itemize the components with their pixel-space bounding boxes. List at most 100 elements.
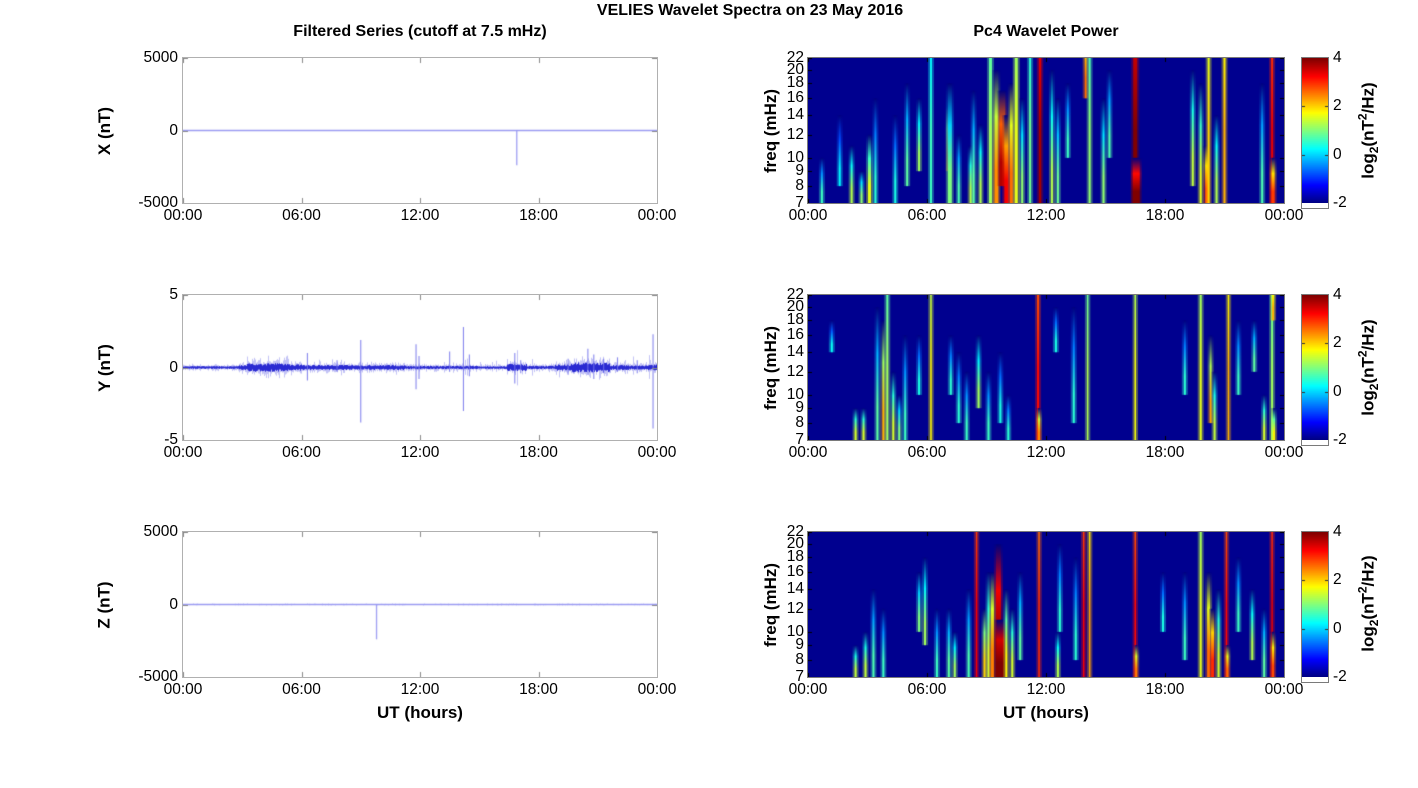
tick-label: 12 — [786, 362, 804, 380]
colorbar-row2 — [1301, 294, 1329, 446]
tick-label: 06:00 — [907, 681, 947, 698]
z-wavelet-spectrogram — [808, 532, 1284, 677]
tick-label: 20 — [786, 298, 804, 316]
left-column-title: Filtered Series (cutoff at 7.5 mHz) — [293, 23, 547, 40]
x-wavelet-spectrogram — [808, 58, 1284, 203]
tick-label: 16 — [786, 326, 804, 344]
tick-label: 0 — [169, 121, 178, 139]
y-axis-label-x: X (nT) — [95, 106, 114, 155]
tick-label: 5 — [169, 286, 178, 303]
tick-label: 0 — [169, 358, 178, 376]
tick-label: 5000 — [143, 523, 178, 540]
tick-label: 18:00 — [519, 681, 558, 698]
tick-label: 9 — [795, 399, 804, 417]
tick-label: 10 — [786, 385, 804, 403]
tick-label: 06:00 — [907, 207, 947, 224]
tick-label: 00:00 — [1264, 681, 1304, 698]
z-timeseries-plot — [183, 532, 657, 677]
tick-label: 12:00 — [1026, 681, 1066, 698]
tick-label: 7 — [795, 431, 804, 448]
tick-label: 12:00 — [400, 681, 440, 698]
tick-label: 4 — [1333, 523, 1342, 540]
tick-label: 0 — [169, 595, 178, 613]
tick-label: 18:00 — [1145, 444, 1185, 461]
tick-label: 12 — [786, 599, 804, 617]
tick-label: 00:00 — [1264, 207, 1304, 224]
colorbar-row1 — [1301, 57, 1329, 209]
tick-label: 4 — [1333, 286, 1342, 303]
y-tick-labels-z: 5000 0 -5000 — [118, 523, 178, 685]
ut-axis-label-left: UT (hours) — [377, 703, 463, 722]
tick-label: 14 — [786, 106, 804, 124]
freq-tick-labels-row2: 22 20 18 16 14 12 10 9 8 7 — [762, 286, 804, 448]
tick-label: -5 — [164, 431, 178, 448]
tick-label: 2 — [1333, 334, 1342, 352]
tick-label: 16 — [786, 89, 804, 107]
panel-z-timeseries — [182, 531, 658, 678]
tick-label: 00:00 — [788, 444, 828, 461]
tick-label: 00:00 — [163, 444, 203, 461]
tick-label: -2 — [1333, 668, 1347, 685]
tick-label: 18 — [786, 548, 804, 566]
freq-tick-labels-row1: 22 20 18 16 14 12 10 9 8 7 — [762, 49, 804, 211]
tick-label: 16 — [786, 563, 804, 581]
tick-label: 18:00 — [1145, 207, 1185, 224]
tick-label: 7 — [795, 668, 804, 685]
tick-label: 2 — [1333, 97, 1342, 115]
tick-label: 06:00 — [282, 444, 321, 461]
y-axis-label-y: Y (nT) — [95, 343, 115, 392]
tick-label: 10 — [786, 148, 804, 166]
tick-label: 00:00 — [788, 207, 828, 224]
tick-label: 0 — [1333, 145, 1342, 163]
y-timeseries-plot — [183, 295, 657, 440]
colorbar-tick-labels-row1: 4 2 0 -2 — [1333, 49, 1367, 211]
colorbar-tick-labels-row3: 4 2 0 -2 — [1333, 523, 1367, 685]
tick-label: 12:00 — [400, 207, 440, 224]
tick-label: 20 — [786, 535, 804, 553]
tick-label: 4 — [1333, 49, 1342, 66]
tick-label: 0 — [1333, 382, 1342, 400]
x-tick-labels-row3-right: 00:00 06:00 12:00 18:00 00:00 — [789, 681, 1304, 701]
freq-tick-labels-row3: 22 20 18 16 14 12 10 9 8 7 — [762, 523, 804, 685]
y-tick-labels-x: 5000 0 -5000 — [118, 49, 178, 211]
tick-label: 12:00 — [400, 444, 440, 461]
tick-label: 22 — [786, 49, 804, 66]
tick-label: 18 — [786, 74, 804, 92]
tick-label: 00:00 — [163, 207, 203, 224]
tick-label: 9 — [795, 162, 804, 180]
figure-title: VELIES Wavelet Spectra on 23 May 2016 — [596, 2, 904, 19]
colorbar-tick-labels-row2: 4 2 0 -2 — [1333, 286, 1367, 448]
tick-label: 14 — [786, 580, 804, 598]
panel-y-wavelet — [807, 294, 1285, 441]
right-column-title: Pc4 Wavelet Power — [973, 23, 1119, 40]
x-tick-labels-row2-left: 00:00 06:00 12:00 18:00 00:00 — [164, 444, 677, 464]
x-tick-labels-row1-left: 00:00 06:00 12:00 18:00 00:00 — [164, 207, 677, 227]
tick-label: 00:00 — [637, 681, 677, 698]
x-timeseries-plot — [183, 58, 657, 203]
x-tick-labels-row1-right: 00:00 06:00 12:00 18:00 00:00 — [789, 207, 1304, 227]
colorbar-gradient — [1302, 58, 1328, 203]
tick-label: 9 — [795, 636, 804, 654]
tick-label: 8 — [795, 414, 804, 432]
tick-label: 00:00 — [163, 681, 203, 698]
tick-label: 10 — [786, 622, 804, 640]
colorbar-row3 — [1301, 531, 1329, 683]
tick-label: 00:00 — [1264, 444, 1304, 461]
tick-label: -5000 — [138, 194, 178, 211]
tick-label: 18:00 — [1145, 681, 1185, 698]
panel-x-timeseries — [182, 57, 658, 204]
tick-label: 00:00 — [637, 444, 677, 461]
colorbar-gradient — [1302, 295, 1328, 440]
tick-label: 14 — [786, 343, 804, 361]
tick-label: 06:00 — [282, 681, 321, 698]
tick-label: 8 — [795, 177, 804, 195]
tick-label: 18:00 — [519, 207, 558, 224]
tick-label: 0 — [1333, 619, 1342, 637]
tick-label: -2 — [1333, 431, 1347, 448]
y-wavelet-spectrogram — [808, 295, 1284, 440]
tick-label: 06:00 — [282, 207, 321, 224]
ut-axis-label-right: UT (hours) — [1003, 703, 1089, 722]
y-axis-label-z: Z (nT) — [95, 580, 115, 629]
tick-label: 8 — [795, 651, 804, 669]
